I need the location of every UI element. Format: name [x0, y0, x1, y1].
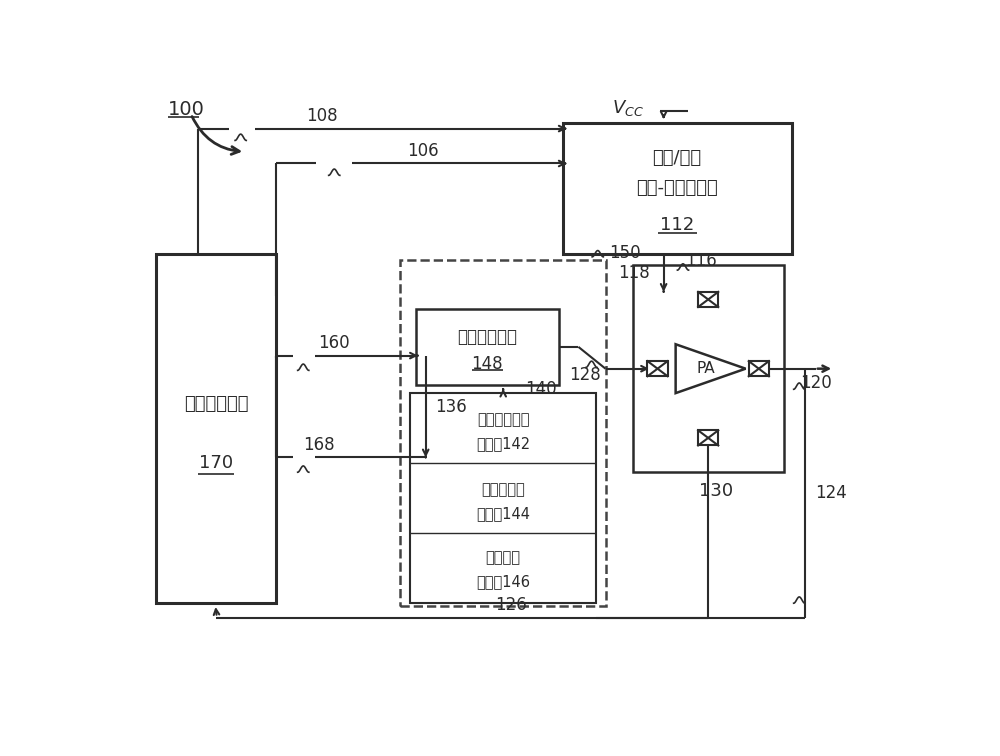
Text: 124: 124: [815, 484, 847, 502]
Text: PA: PA: [697, 361, 715, 376]
Bar: [633, 265, 784, 472]
Text: 直流-直流变换器: 直流-直流变换器: [636, 179, 718, 197]
Text: 预失真多项式: 预失真多项式: [477, 413, 529, 427]
Bar: [647, 361, 668, 376]
Text: 118: 118: [618, 264, 650, 282]
Text: 112: 112: [660, 216, 694, 234]
Text: 126: 126: [495, 596, 527, 614]
Bar: [749, 361, 769, 376]
Bar: [698, 430, 718, 445]
Text: 预失真系数: 预失真系数: [481, 482, 525, 497]
Text: 100: 100: [168, 100, 205, 119]
Text: 170: 170: [199, 454, 233, 472]
Text: 误差信号: 误差信号: [486, 550, 521, 565]
Text: 生成器144: 生成器144: [476, 506, 530, 521]
Text: 射频收发信机: 射频收发信机: [184, 395, 248, 413]
Text: 168: 168: [303, 435, 335, 454]
Text: 106: 106: [408, 141, 439, 160]
Bar: [416, 309, 559, 385]
Polygon shape: [676, 344, 746, 393]
Bar: [698, 292, 718, 307]
Text: 136: 136: [435, 398, 467, 416]
Text: 120: 120: [800, 374, 832, 392]
Bar: [410, 393, 596, 603]
Text: 116: 116: [685, 253, 717, 270]
Text: 130: 130: [699, 482, 733, 500]
Text: 预失真生成器: 预失真生成器: [457, 328, 517, 346]
Bar: [400, 259, 606, 606]
Text: 128: 128: [569, 366, 600, 384]
Bar: [156, 254, 276, 603]
Text: 108: 108: [306, 107, 338, 125]
Text: 148: 148: [472, 355, 503, 373]
Bar: [563, 122, 792, 254]
Text: 生成器142: 生成器142: [476, 436, 530, 451]
Text: 产生器146: 产生器146: [476, 575, 530, 590]
Text: 升压/降压: 升压/降压: [653, 149, 702, 167]
Text: 140: 140: [525, 380, 557, 398]
Text: 150: 150: [609, 243, 641, 262]
Text: $V_{CC}$: $V_{CC}$: [612, 98, 644, 118]
Text: 160: 160: [318, 334, 350, 352]
